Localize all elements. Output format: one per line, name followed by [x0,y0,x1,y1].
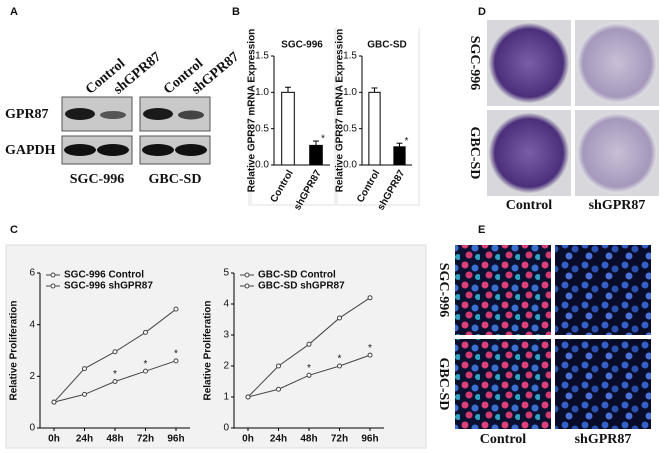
cell-line-label: SGC-996 [70,172,124,187]
legend-marker [50,272,56,278]
y-tick-label: 3 [223,330,229,341]
legend-marker [244,272,250,278]
row-label: GBC-SD [436,358,451,411]
bar [393,146,406,166]
legend-label: SGC-996 shGPR87 [64,281,153,292]
significance: * [321,134,325,145]
bar [309,144,323,166]
legend-label: GBC-SD Control [258,270,336,281]
point [173,358,179,364]
y-tick-label: 0 [29,423,35,434]
point [173,306,179,312]
point [337,363,342,369]
significance: * [338,354,342,365]
row-label: SGC-996 [467,36,482,90]
point [143,368,148,374]
column-label: shGPR87 [575,432,632,447]
point [276,363,281,369]
y-tick-label: 4 [223,299,229,310]
chart-title: SGC-996 [281,40,323,51]
y-tick-label: 0.5 [343,123,357,134]
column-label: shGPR87 [589,198,646,213]
x-tick-label: 24h [270,434,287,445]
protein-label: GAPDH [5,143,56,158]
x-tick-label: 96h [361,434,378,445]
point [82,391,87,397]
y-tick-label: 1.0 [255,87,269,98]
western-blot [61,96,211,165]
significance: * [405,136,409,147]
point [51,399,57,405]
y-tick-label: 1 [223,392,229,403]
panel-letter: C [10,224,18,236]
y-tick-label: 0.5 [255,123,269,134]
row-label: GBC-SD [467,127,482,180]
point [245,394,251,400]
column-label: Control [506,198,553,213]
y-tick-label: 1.5 [255,51,269,62]
y-tick-label: 0 [223,423,229,434]
y-axis-label: Relative Proliferation [9,300,20,400]
protein-label: GPR87 [5,107,49,122]
panel-letter: D [478,6,486,18]
y-tick-label: 0.0 [255,160,269,171]
panel-letter: B [232,6,240,18]
bar [368,91,381,166]
legend-marker [244,283,250,289]
point [143,329,148,335]
point [276,386,281,392]
point [337,315,342,321]
y-tick-label: 4 [29,319,35,330]
bar [281,91,295,166]
cell-line-label: GBC-SD [149,172,202,187]
staining-images [455,245,651,429]
y-tick-label: 6 [29,268,35,279]
colony-images [487,20,659,196]
y-axis-label: Relative GPR87 mRNA Expression [247,29,258,193]
y-tick-label: 0.0 [343,160,357,171]
x-tick-label: 72h [331,434,348,445]
panel-letter: A [10,6,18,18]
y-axis-label: Relative GPR87 mRNA Expression [335,29,346,193]
significance: * [174,348,178,359]
x-tick-label: 48h [106,434,123,445]
x-tick-label: 72h [137,434,154,445]
significance: * [368,343,372,354]
point [367,295,373,301]
point [112,379,118,384]
chart-title: GBC-SD [367,40,406,51]
point [306,372,312,378]
x-tick-label: 0h [242,434,254,445]
significance: * [144,359,148,370]
y-tick-label: 2 [29,371,35,382]
y-tick-label: 5 [223,268,229,279]
panel-letter: E [478,224,485,236]
legend-marker [50,283,56,289]
significance: * [307,363,311,374]
point [367,352,373,358]
row-label: SGC-996 [436,263,451,317]
x-tick-label: 0h [48,434,60,445]
x-tick-label: 24h [76,434,93,445]
significance: * [113,369,117,380]
point [306,341,312,347]
column-label: Control [480,432,527,447]
x-tick-label: 96h [167,434,184,445]
legend-label: GBC-SD shGPR87 [258,281,345,292]
point [112,349,118,355]
legend-label: SGC-996 Control [64,270,144,281]
y-axis-label: Relative Proliferation [203,300,214,400]
y-tick-label: 2 [223,361,229,372]
x-tick-label: 48h [300,434,317,445]
point [82,366,87,372]
y-tick-label: 1.0 [343,87,357,98]
panel-c-bg [5,244,427,449]
y-tick-label: 1.5 [343,51,357,62]
